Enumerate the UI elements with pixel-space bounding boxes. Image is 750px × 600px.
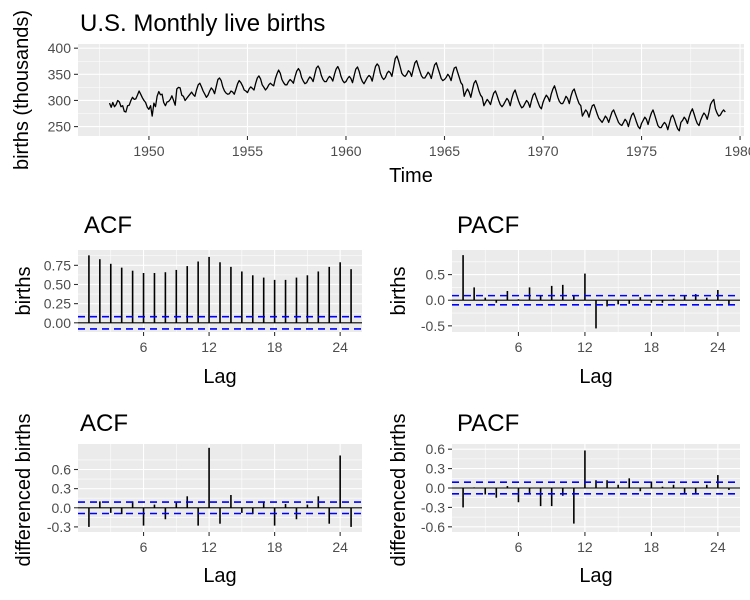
y-tick-label: 0.0 [426, 480, 446, 496]
y-axis-title: differenced births [388, 413, 410, 566]
x-tick-label: 1980 [724, 143, 750, 159]
x-tick-label: 1975 [626, 143, 657, 159]
x-tick-label: 1960 [330, 143, 361, 159]
x-axis-title: Lag [579, 565, 612, 587]
y-tick-label: -0.5 [421, 318, 445, 334]
x-tick-label: 1950 [133, 143, 164, 159]
x-axis-title: Lag [203, 565, 236, 587]
plot-title: U.S. Monthly live births [80, 10, 325, 37]
x-tick-label: 1970 [527, 143, 558, 159]
x-tick-label: 12 [577, 339, 593, 355]
y-tick-label: 0.75 [44, 257, 71, 273]
y-tick-label: 0.6 [426, 441, 446, 457]
x-tick-label: 24 [710, 539, 726, 555]
x-tick-label: 18 [267, 339, 283, 355]
x-tick-label: 18 [267, 539, 283, 555]
chart-panel-4: 6 12 18 24 -0.3 0.0 0.3 0.6 ACF Lag differenced bi… [13, 410, 362, 587]
x-tick-label: 24 [710, 339, 726, 355]
y-axis-title: differenced births [13, 413, 35, 566]
x-tick-label: 6 [515, 539, 523, 555]
chart-panel-1: 1950 1955 1960 1965 1970 1975 1980 250 300 350 400… [11, 10, 750, 187]
x-axis-title: Lag [203, 366, 236, 388]
y-axis-title: births [388, 267, 410, 316]
x-tick-label: 1955 [232, 143, 263, 159]
births-series-line [108, 55, 726, 132]
y-tick-label: 0.3 [52, 481, 72, 497]
y-tick-label: 350 [48, 66, 72, 82]
y-tick-label: 0.25 [44, 296, 71, 312]
x-tick-label: 6 [515, 339, 523, 355]
y-tick-label: -0.3 [421, 499, 445, 515]
y-tick-label: 0.00 [44, 315, 71, 331]
x-axis-title: Lag [579, 366, 612, 388]
y-tick-label: 300 [48, 92, 72, 108]
x-tick-label: 18 [644, 539, 660, 555]
y-tick-label: 250 [48, 119, 72, 135]
plot-title: PACF [457, 410, 519, 437]
y-tick-label: -0.6 [421, 519, 445, 535]
x-tick-label: 18 [644, 339, 660, 355]
x-tick-label: 12 [201, 339, 217, 355]
x-tick-label: 24 [332, 339, 348, 355]
y-tick-label: 0.0 [426, 292, 446, 308]
x-tick-label: 1965 [429, 143, 460, 159]
plot-title: ACF [80, 410, 128, 437]
y-axis-title: births (thousands) [11, 10, 33, 170]
plot-title: ACF [84, 212, 132, 239]
y-tick-label: 0.50 [44, 276, 71, 292]
x-axis-title: Time [389, 165, 433, 187]
y-tick-label: 0.0 [52, 500, 72, 516]
chart-panel-5: 6 12 18 24 -0.6 -0.3 0.0 0.3 0.6 PACF Lag differenc… [388, 410, 740, 587]
plot-title: PACF [457, 212, 519, 239]
chart-panel-3: 6 12 18 24 -0.5 0.0 0.5 PACF Lag births [388, 212, 740, 388]
y-tick-label: 0.5 [426, 267, 446, 283]
x-tick-label: 6 [140, 539, 148, 555]
plot-background [78, 44, 744, 136]
x-tick-label: 24 [332, 539, 348, 555]
y-tick-label: -0.3 [47, 519, 71, 535]
y-tick-label: 0.6 [52, 462, 72, 478]
y-axis-title: births [13, 267, 35, 316]
y-tick-label: 400 [48, 40, 72, 56]
chart-panel-2: 6 12 18 24 0.00 0.25 0.50 0.75 ACF Lag births [13, 212, 362, 388]
x-tick-label: 12 [577, 539, 593, 555]
x-tick-label: 6 [140, 339, 148, 355]
x-tick-label: 12 [201, 539, 217, 555]
y-tick-label: 0.3 [426, 461, 446, 477]
